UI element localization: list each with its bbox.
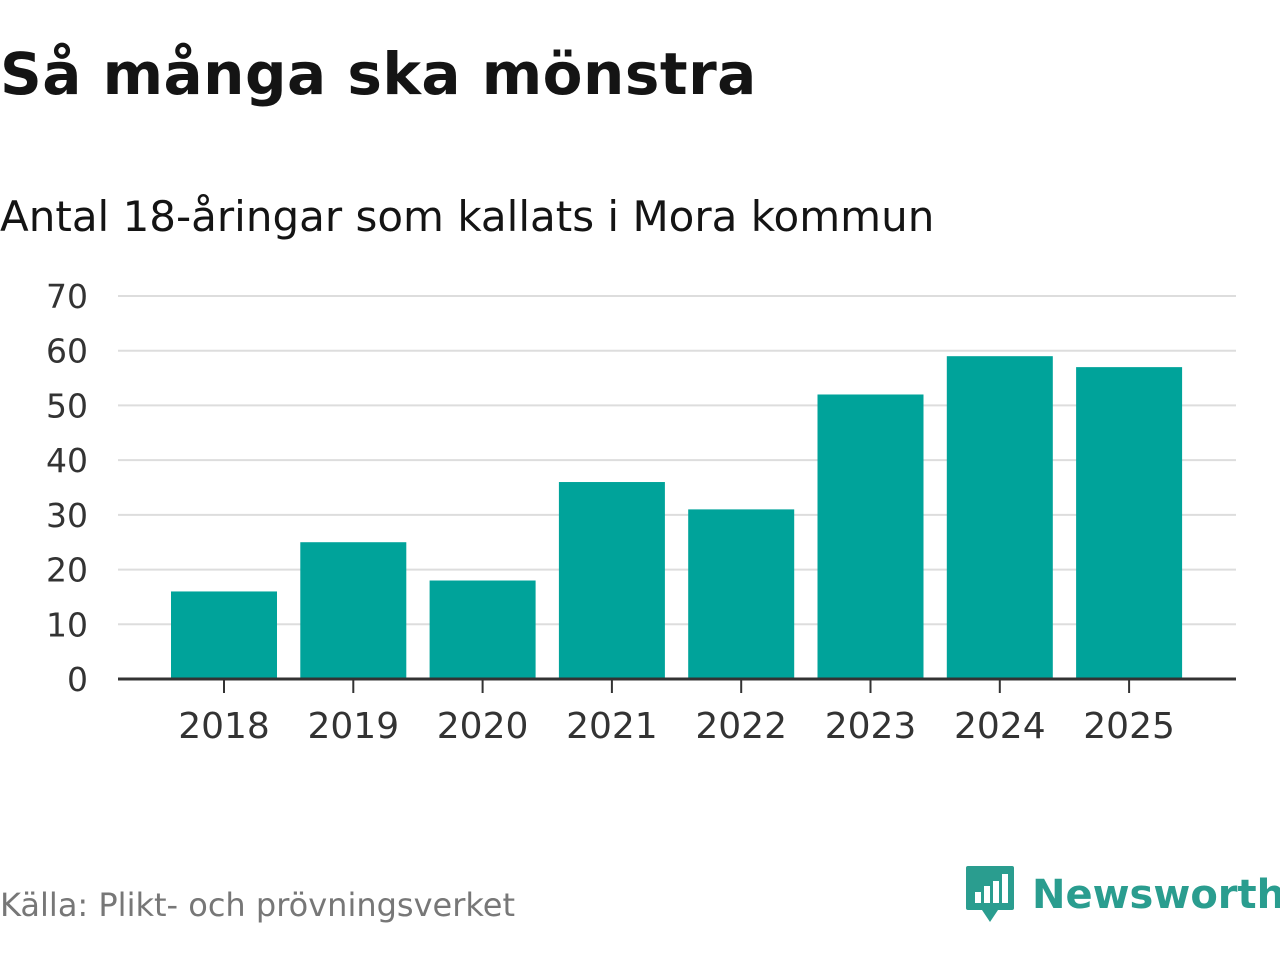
y-tick-label: 60	[46, 332, 88, 371]
y-tick-label: 10	[46, 605, 88, 644]
y-tick-label: 0	[67, 660, 88, 699]
x-tick-label: 2022	[695, 706, 787, 747]
y-tick-label: 40	[46, 441, 88, 480]
newsworthy-logo-icon	[966, 866, 1014, 922]
x-tick-label: 2025	[1083, 706, 1175, 747]
chart-subtitle: Antal 18-åringar som kallats i Mora komm…	[0, 192, 935, 241]
brand-logo: Newsworthy	[964, 864, 1280, 926]
x-tick-label: 2018	[178, 706, 270, 747]
x-tick-label: 2021	[566, 706, 658, 747]
x-tick-label: 2023	[825, 706, 917, 747]
bar-2018	[171, 591, 277, 679]
brand-name: Newsworthy	[1032, 872, 1280, 918]
bar-2022	[688, 509, 795, 679]
bar-2021	[558, 482, 665, 679]
bar-2023	[817, 394, 924, 679]
chart-title: Så många ska mönstra	[0, 40, 757, 108]
bar-2024	[946, 356, 1053, 679]
y-tick-label: 30	[46, 496, 88, 535]
x-tick-label: 2024	[954, 706, 1046, 747]
bar-chart: 0 10 20 30 40 50 60 70 2018 2019 2020 2021 2022 2023 2…	[46, 277, 1236, 747]
bar-2025	[1076, 367, 1183, 679]
y-tick-label: 70	[46, 277, 88, 316]
source-note: Källa: Plikt- och prövningsverket	[0, 886, 515, 924]
bar-2020	[429, 580, 536, 679]
bar-2019	[300, 542, 407, 679]
x-tick-label: 2020	[437, 706, 529, 747]
y-tick-label: 20	[46, 551, 88, 590]
x-tick-label: 2019	[307, 706, 399, 747]
y-tick-label: 50	[46, 386, 88, 425]
